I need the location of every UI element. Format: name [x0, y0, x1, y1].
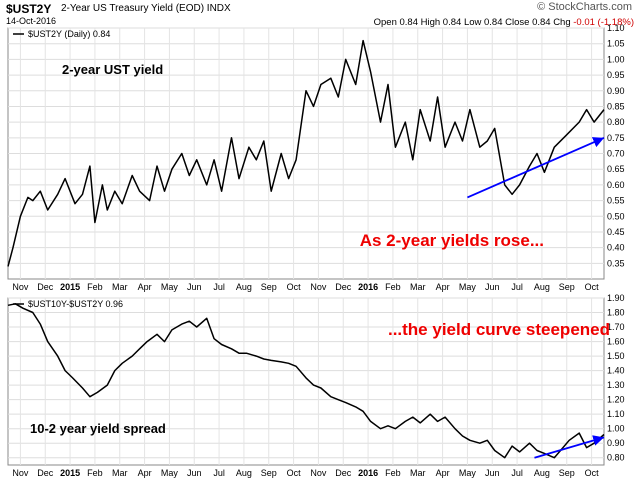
x-tick-label: Mar	[112, 282, 128, 292]
x-tick-label: Feb	[385, 468, 401, 478]
trend-arrow	[534, 435, 605, 459]
chart-date: 14-Oct-2016	[6, 16, 57, 26]
y-tick-label: 0.95	[607, 70, 625, 80]
x-tick-label: Apr	[436, 468, 450, 478]
annotation-text: ...the yield curve steepened	[388, 320, 610, 339]
x-tick-label: Jun	[485, 468, 500, 478]
y-tick-label: 1.20	[607, 395, 625, 405]
y-tick-label: 1.70	[607, 322, 625, 332]
series-line	[7, 303, 605, 459]
y-tick-label: 1.50	[607, 351, 625, 361]
y-tick-label: 0.80	[607, 117, 625, 127]
x-tick-label: Sep	[559, 468, 575, 478]
x-tick-label: Feb	[87, 282, 103, 292]
x-tick-label: Apr	[436, 282, 450, 292]
trend-arrow	[467, 136, 605, 199]
x-tick-label: 2016	[358, 282, 378, 292]
ohlc-readout: Open 0.84 High 0.84 Low 0.84 Close 0.84 …	[374, 17, 634, 28]
x-tick-label: Nov	[310, 468, 327, 478]
x-tick-label: Jun	[485, 282, 500, 292]
y-tick-label: 1.05	[607, 39, 625, 49]
legend-label: $UST2Y (Daily) 0.84	[28, 29, 110, 39]
x-tick-label: May	[459, 282, 477, 292]
y-tick-label: 0.75	[607, 133, 625, 143]
x-tick-label: Oct	[585, 282, 600, 292]
symbol-description: 2-Year US Treasury Yield (EOD) INDX	[61, 3, 231, 14]
y-tick-label: 0.55	[607, 196, 625, 206]
x-tick-label: Aug	[236, 468, 252, 478]
x-tick-label: Oct	[585, 468, 600, 478]
x-tick-label: Jul	[213, 282, 225, 292]
x-tick-label: Feb	[385, 282, 401, 292]
x-tick-label: Jun	[187, 282, 202, 292]
annotation-text: As 2-year yields rose...	[360, 231, 544, 250]
x-tick-label: Nov	[310, 282, 327, 292]
x-tick-label: 2015	[60, 282, 80, 292]
brand-logo: © StockCharts.com	[537, 1, 632, 13]
x-tick-label: Jul	[511, 282, 523, 292]
x-tick-label: Sep	[261, 468, 277, 478]
x-tick-label: Jul	[213, 468, 225, 478]
y-tick-label: 1.30	[607, 380, 625, 390]
y-tick-label: 0.90	[607, 438, 625, 448]
x-tick-label: Nov	[12, 468, 29, 478]
x-tick-label: Dec	[335, 468, 352, 478]
y-tick-label: 0.60	[607, 180, 625, 190]
y-tick-label: 1.80	[607, 308, 625, 318]
x-tick-label: Sep	[559, 282, 575, 292]
y-tick-label: 1.40	[607, 366, 625, 376]
x-tick-label: Mar	[112, 468, 128, 478]
x-tick-label: Apr	[138, 468, 152, 478]
x-tick-label: Dec	[37, 282, 54, 292]
x-tick-label: Nov	[12, 282, 29, 292]
x-tick-label: May	[161, 468, 179, 478]
ohlc-values: Open 0.84 High 0.84 Low 0.84 Close 0.84 …	[373, 17, 571, 28]
x-tick-label: Mar	[410, 282, 426, 292]
y-tick-label: 0.65	[607, 164, 625, 174]
y-tick-label: 0.90	[607, 86, 625, 96]
x-tick-label: Sep	[261, 282, 277, 292]
y-tick-label: 0.85	[607, 101, 625, 111]
change-value: -0.01 (-1.18%)	[573, 17, 634, 28]
x-tick-label: Aug	[534, 282, 550, 292]
x-tick-label: May	[161, 282, 179, 292]
y-tick-label: 0.50	[607, 211, 625, 221]
x-tick-label: Oct	[287, 282, 302, 292]
x-tick-label: Jul	[511, 468, 523, 478]
y-tick-label: 1.10	[607, 23, 625, 33]
y-tick-label: 1.00	[607, 54, 625, 64]
x-tick-label: Mar	[410, 468, 426, 478]
y-tick-label: 0.45	[607, 227, 625, 237]
y-tick-label: 0.80	[607, 453, 625, 463]
x-tick-label: Feb	[87, 468, 103, 478]
x-tick-label: 2015	[60, 468, 80, 478]
symbol-title: $UST2Y	[6, 2, 52, 16]
x-tick-label: Dec	[37, 468, 54, 478]
x-tick-label: 2016	[358, 468, 378, 478]
y-tick-label: 1.90	[607, 293, 625, 303]
x-tick-label: May	[459, 468, 477, 478]
y-tick-label: 1.00	[607, 424, 625, 434]
y-tick-label: 0.35	[607, 258, 625, 268]
y-tick-label: 1.60	[607, 337, 625, 347]
y-tick-label: 1.10	[607, 409, 625, 419]
x-tick-label: Oct	[287, 468, 302, 478]
x-tick-label: Apr	[138, 282, 152, 292]
annotation-text: 10-2 year yield spread	[30, 421, 166, 436]
y-tick-label: 0.40	[607, 243, 625, 253]
x-tick-label: Dec	[335, 282, 352, 292]
legend-label: $UST10Y-$UST2Y 0.96	[28, 299, 123, 309]
y-tick-label: 0.70	[607, 149, 625, 159]
series-line	[7, 39, 605, 267]
x-tick-label: Aug	[534, 468, 550, 478]
x-tick-label: Aug	[236, 282, 252, 292]
annotation-text: 2-year UST yield	[62, 62, 163, 77]
x-tick-label: Jun	[187, 468, 202, 478]
